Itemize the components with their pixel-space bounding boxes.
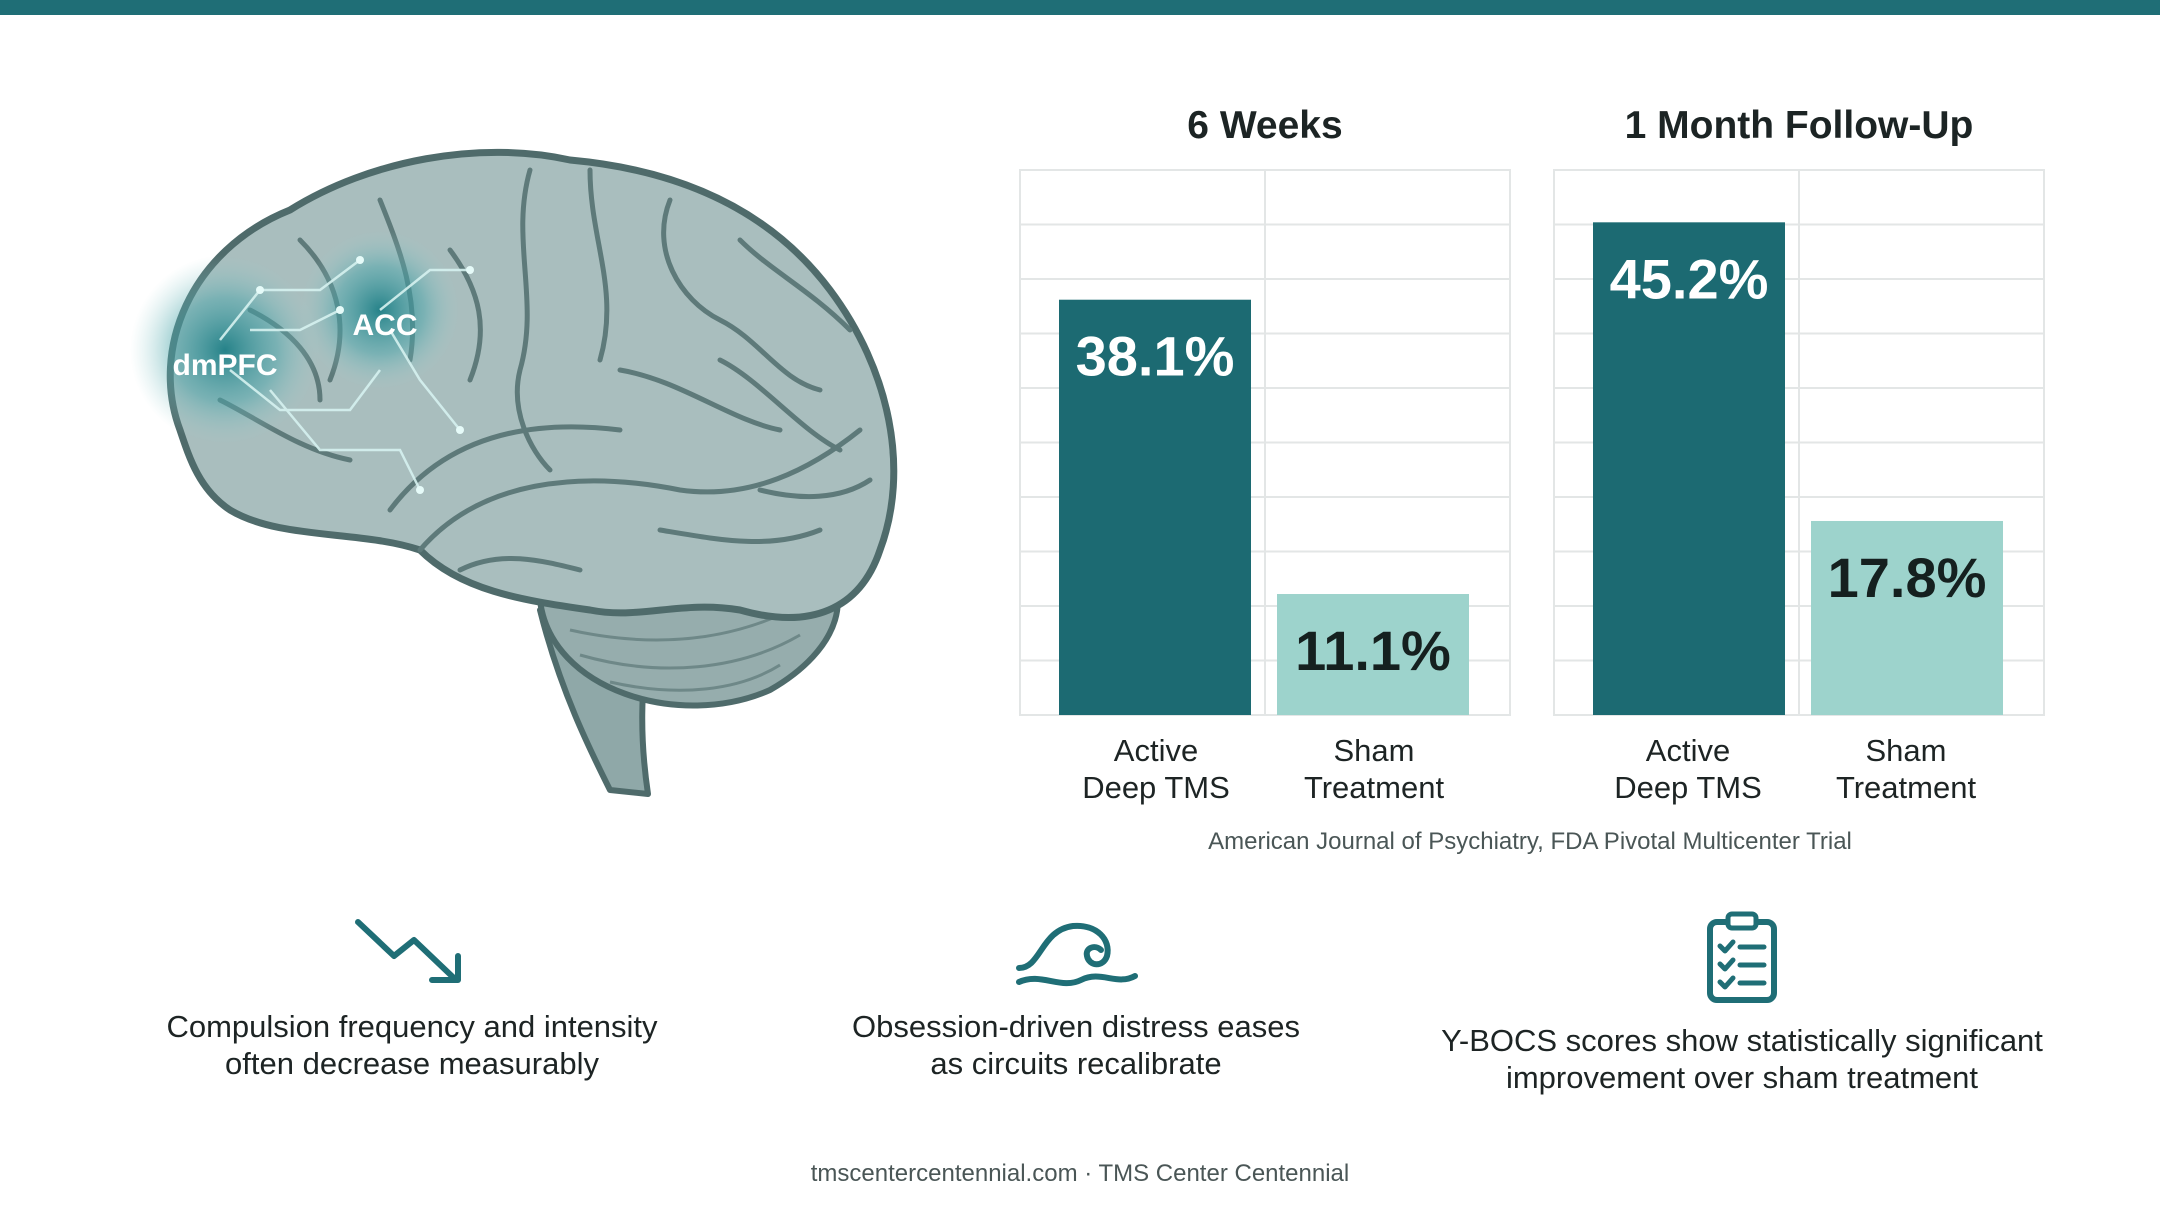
bar-value-label: 17.8% (1828, 546, 1987, 609)
source-citation: American Journal of Psychiatry, FDA Pivo… (1208, 828, 1852, 855)
region-label-acc: ACC (353, 309, 418, 342)
bar-value-label: 11.1% (1295, 619, 1451, 682)
benefit-compulsions: Compulsion frequency and intensity often… (62, 910, 762, 1082)
chart-title-6-weeks: 6 Weeks (1187, 104, 1343, 147)
wave-icon (1016, 922, 1138, 987)
benefit-text: Obsession-driven distress eases as circu… (852, 1009, 1300, 1081)
region-label-dmpfc: dmPFC (173, 349, 278, 382)
category-label: Active Deep TMS (1614, 733, 1762, 805)
bar-value-label: 38.1% (1076, 325, 1235, 388)
benefit-ybocs: Y-BOCS scores show statistically signifi… (1392, 910, 2092, 1096)
bar-sham (1811, 520, 2003, 715)
benefit-text: Compulsion frequency and intensity often… (166, 1009, 658, 1081)
bar-sham (1277, 594, 1469, 715)
trend-down-icon (355, 919, 461, 983)
category-label: Sham Treatment (1303, 733, 1445, 805)
chart-title-1-month: 1 Month Follow-Up (1624, 104, 1974, 147)
bar-value-label: 45.2% (1610, 247, 1769, 310)
clipboard-checklist-icon (1707, 911, 1777, 1003)
top-accent-bar (0, 0, 2160, 15)
category-label: Active Deep TMS (1082, 733, 1230, 805)
footer-credit: tmscentercentennial.com · TMS Center Cen… (810, 1160, 1350, 1187)
bar-active (1593, 222, 1785, 715)
benefit-text: Y-BOCS scores show statistically signifi… (1441, 1023, 2043, 1095)
bar-active (1059, 299, 1251, 715)
benefit-distress: Obsession-driven distress eases as circu… (726, 910, 1426, 1082)
brain-illustration: dmPFC ACC (130, 148, 898, 797)
category-label: Sham Treatment (1835, 733, 1977, 805)
